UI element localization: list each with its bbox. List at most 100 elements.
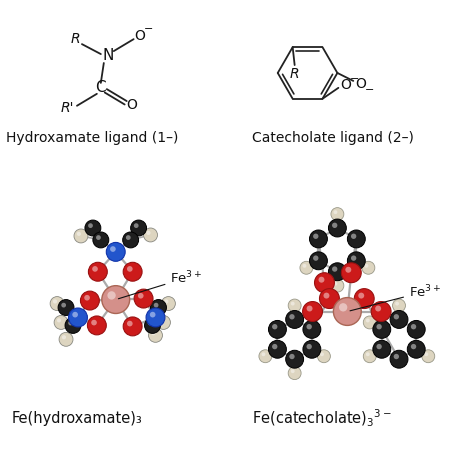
Circle shape [390,350,408,368]
Circle shape [50,297,64,310]
Circle shape [102,285,130,313]
Circle shape [303,320,321,338]
Circle shape [354,289,374,308]
Circle shape [334,210,337,214]
Circle shape [134,289,153,308]
Circle shape [127,266,133,272]
Circle shape [331,279,344,292]
Circle shape [328,263,346,281]
Text: Fe(hydroxamate)₃: Fe(hydroxamate)₃ [11,411,142,426]
Circle shape [88,223,93,228]
Circle shape [366,353,370,356]
Text: O: O [340,78,351,92]
Circle shape [61,303,66,308]
Circle shape [65,318,81,333]
Text: Hydroxamate ligand (1–): Hydroxamate ligand (1–) [7,130,179,145]
Circle shape [303,340,321,358]
Text: O: O [126,98,137,112]
Text: Catecholate ligand (2–): Catecholate ligand (2–) [252,130,414,145]
Circle shape [363,316,376,329]
Circle shape [332,266,337,272]
Circle shape [108,291,116,300]
Circle shape [272,324,277,330]
Text: N: N [102,48,113,62]
Circle shape [145,318,161,333]
Text: −: − [144,24,153,34]
Circle shape [289,314,295,319]
Circle shape [127,321,133,326]
Circle shape [351,234,356,239]
Circle shape [77,232,81,236]
Circle shape [300,261,313,274]
Text: R: R [70,32,80,46]
Circle shape [339,303,347,312]
Circle shape [307,344,312,349]
Circle shape [302,302,322,321]
Circle shape [288,299,301,312]
Circle shape [53,299,57,303]
Circle shape [390,310,408,328]
Circle shape [144,228,157,242]
Circle shape [154,303,158,308]
Text: −: − [365,85,374,95]
Circle shape [81,291,100,310]
Circle shape [164,299,168,303]
Circle shape [411,324,416,330]
Circle shape [363,350,376,363]
Circle shape [373,340,391,358]
Circle shape [411,344,416,349]
Circle shape [268,320,286,338]
Text: R: R [290,67,300,81]
Circle shape [328,219,346,237]
Circle shape [318,350,330,363]
Circle shape [392,299,405,312]
Circle shape [358,293,364,298]
Text: O: O [355,77,365,91]
Circle shape [371,302,391,321]
Circle shape [73,312,78,318]
Circle shape [62,335,66,339]
Circle shape [134,223,138,228]
Circle shape [346,267,351,273]
Circle shape [291,369,295,373]
Circle shape [407,340,425,358]
Circle shape [268,340,286,358]
Circle shape [332,223,337,228]
Circle shape [159,318,164,322]
Circle shape [131,220,146,236]
Circle shape [148,321,153,325]
Circle shape [85,220,101,236]
Circle shape [59,332,73,346]
Circle shape [58,300,74,315]
Text: R': R' [60,101,74,115]
Circle shape [93,232,109,248]
Circle shape [89,262,107,281]
Text: Fe$^{3+}$: Fe$^{3+}$ [350,283,441,311]
Circle shape [68,321,73,325]
Circle shape [84,295,90,301]
Circle shape [156,315,171,330]
Circle shape [96,235,101,240]
Circle shape [272,344,277,349]
Circle shape [323,293,329,298]
Circle shape [123,317,142,336]
Text: Fe(catecholate)$_3$$^{3-}$: Fe(catecholate)$_3$$^{3-}$ [252,409,392,430]
Circle shape [307,306,312,312]
Circle shape [375,306,381,312]
Circle shape [362,261,375,274]
Circle shape [92,266,98,272]
Circle shape [365,264,368,268]
Circle shape [393,354,399,359]
Circle shape [333,297,361,325]
Circle shape [138,293,144,298]
Circle shape [126,235,131,240]
Circle shape [123,262,142,281]
Circle shape [57,318,61,322]
Circle shape [151,300,166,315]
Circle shape [146,308,165,327]
Circle shape [87,316,106,335]
Circle shape [407,320,425,338]
Text: Fe$^{3+}$: Fe$^{3+}$ [118,269,203,299]
Circle shape [310,252,328,270]
Circle shape [315,273,334,293]
